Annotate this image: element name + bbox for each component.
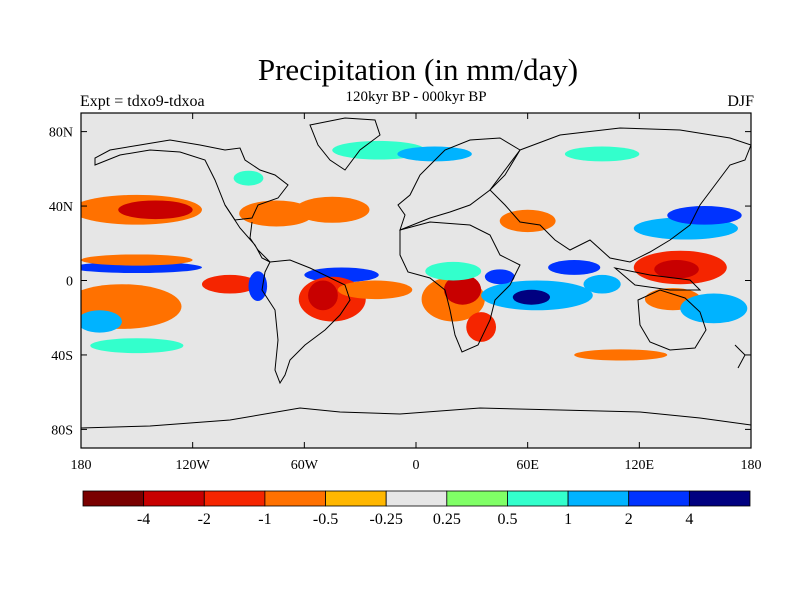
- x-tick-label: 180: [741, 458, 762, 473]
- anomaly-cell: [397, 146, 472, 162]
- colorbar: -4 -2 -1 -0.5 -0.25 0.25 0.5 1 2 4: [82, 490, 751, 528]
- colorbar-swatch: [203, 490, 266, 507]
- anomaly-cell: [295, 196, 370, 223]
- colorbar-label: 0.5: [497, 511, 517, 528]
- south-america-coastline: [261, 259, 351, 385]
- anomaly-cell: [499, 209, 556, 233]
- africa-coastline: [399, 221, 521, 353]
- colorbar-swatch: [507, 490, 569, 507]
- colorbar-swatch: [264, 490, 326, 507]
- anomaly-cell: [548, 260, 601, 275]
- y-tick-label: 0: [66, 275, 73, 290]
- season-label: DJF: [727, 93, 754, 110]
- europe-coastline: [397, 137, 521, 231]
- x-tick-label: 0: [413, 458, 420, 473]
- colorbar-label: -1: [258, 511, 271, 528]
- anomaly-cell: [512, 289, 551, 305]
- colorbar-label: 1: [564, 511, 572, 528]
- colorbar-swatch: [82, 490, 145, 507]
- anomaly-cell: [583, 274, 621, 294]
- north-america-coastline: [94, 139, 289, 221]
- greenland-coastline: [309, 117, 381, 171]
- colorbar-label: -0.25: [370, 511, 403, 528]
- chart-title: Precipitation (in mm/day): [257, 52, 579, 87]
- asia-coastline: [489, 127, 751, 263]
- anomaly-cell: [233, 170, 264, 186]
- chart-subtitle: 120kyr BP - 000kyr BP: [345, 89, 487, 105]
- x-tick-label: 60E: [516, 458, 539, 473]
- anomaly-cell: [308, 280, 338, 311]
- anomaly-cell: [118, 200, 193, 220]
- indonesia-coastline: [613, 267, 702, 291]
- anomaly-cell: [574, 349, 668, 361]
- colorbar-label: -4: [137, 511, 150, 528]
- x-axis: 180 120W 60W 0 60E 120E 180: [71, 113, 762, 473]
- y-axis: 80N 40N 0 40S 80S: [49, 126, 751, 438]
- colorbar-swatch: [628, 490, 690, 507]
- colorbar-swatch: [446, 490, 508, 507]
- x-tick-label: 180: [71, 458, 92, 473]
- colorbar-swatch: [567, 490, 630, 507]
- x-tick-label: 120W: [176, 458, 211, 473]
- anomaly-cell: [425, 261, 482, 281]
- anomaly-cell: [239, 200, 314, 227]
- anomaly-cell: [81, 284, 182, 329]
- x-tick-label: 60W: [291, 458, 319, 473]
- colorbar-label: -2: [198, 511, 211, 528]
- anomaly-cell: [201, 274, 258, 294]
- colorbar-swatch: [385, 490, 448, 507]
- map-background: [81, 113, 751, 448]
- colorbar-swatch: [688, 490, 751, 507]
- anomaly-cell: [443, 274, 482, 305]
- anomaly-cell: [81, 310, 122, 333]
- colorbar-label: -0.5: [313, 511, 338, 528]
- australia-coastline: [637, 289, 707, 351]
- antarctica-coastline: [81, 407, 751, 429]
- colorbar-swatch: [325, 490, 387, 507]
- y-tick-label: 80N: [49, 126, 73, 141]
- anomaly-cell: [466, 312, 497, 342]
- x-tick-label: 120E: [625, 458, 655, 473]
- anomaly-cell: [248, 271, 268, 301]
- anomaly-cell: [564, 146, 640, 162]
- y-tick-label: 40N: [49, 200, 73, 215]
- anomaly-cell: [680, 293, 748, 324]
- anomaly-cell: [81, 254, 193, 266]
- anomaly-cell: [667, 206, 742, 225]
- anomaly-layer: [81, 140, 748, 361]
- coastline-layer: [81, 117, 751, 429]
- y-tick-label: 40S: [51, 349, 73, 364]
- anomaly-cell: [337, 280, 413, 300]
- colorbar-swatch: [143, 490, 205, 507]
- colorbar-label: 0.25: [433, 511, 461, 528]
- colorbar-label: 4: [685, 511, 693, 528]
- experiment-label: Expt = tdxo9-tdxoa: [80, 93, 205, 110]
- anomaly-cell: [90, 338, 184, 354]
- colorbar-label: 2: [625, 511, 633, 528]
- anomaly-cell: [654, 260, 699, 279]
- y-tick-label: 80S: [51, 423, 73, 438]
- central-america-coastline: [224, 204, 271, 263]
- anomaly-cell: [484, 269, 515, 285]
